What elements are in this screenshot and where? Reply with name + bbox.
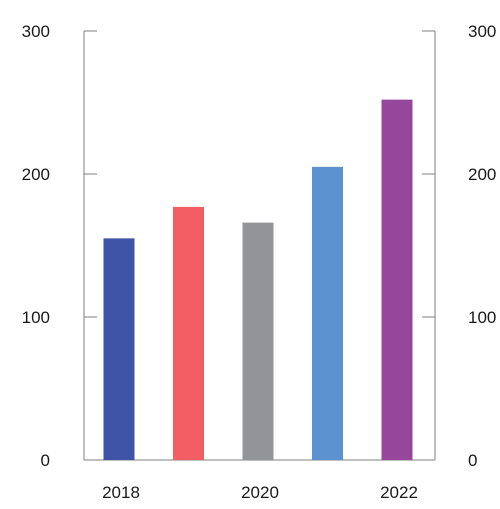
right-y-tick-label: 100 bbox=[468, 308, 496, 327]
left-y-tick-label: 200 bbox=[22, 165, 50, 184]
left-y-tick-label: 100 bbox=[22, 308, 50, 327]
bar-2020 bbox=[242, 222, 274, 460]
left-y-tick-label: 300 bbox=[22, 22, 50, 41]
tick-labels: 0 0 100 100 200 200 300 300 2018 2020 2022 bbox=[22, 22, 497, 502]
bar-2021 bbox=[312, 166, 343, 460]
x-tick-label: 2020 bbox=[241, 483, 279, 502]
right-y-tick-label: 300 bbox=[468, 22, 496, 41]
x-tick-label: 2018 bbox=[102, 483, 140, 502]
x-tick-label: 2022 bbox=[380, 483, 418, 502]
right-y-tick-label: 200 bbox=[468, 165, 496, 184]
bars bbox=[103, 99, 413, 460]
bar-2019 bbox=[173, 206, 204, 460]
bar-2018 bbox=[103, 238, 135, 460]
bar-2022 bbox=[381, 99, 413, 460]
right-y-tick-label: 0 bbox=[468, 451, 477, 470]
left-y-tick-label: 0 bbox=[41, 451, 50, 470]
